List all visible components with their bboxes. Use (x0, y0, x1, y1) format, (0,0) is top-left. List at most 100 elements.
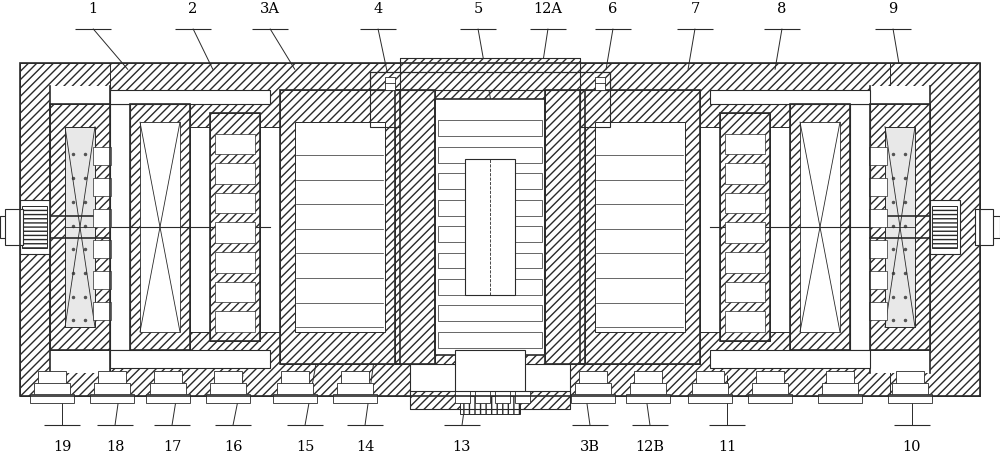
Bar (38, 371, 66, 384)
Bar (720, 114, 770, 341)
Bar (580, 91, 700, 364)
Bar (455, 350, 525, 396)
Bar (930, 200, 960, 255)
Bar (93, 210, 111, 228)
Text: 7: 7 (690, 2, 700, 16)
Bar (370, 73, 400, 127)
Bar (90, 394, 134, 403)
Text: 19: 19 (53, 439, 71, 453)
Bar (410, 391, 570, 410)
Text: 3B: 3B (580, 439, 600, 453)
Bar (341, 371, 369, 384)
Bar (885, 127, 915, 328)
Bar (932, 207, 957, 248)
Bar (65, 127, 95, 328)
Bar (725, 164, 765, 184)
Bar (93, 272, 111, 290)
Bar (154, 371, 182, 384)
Bar (752, 384, 788, 396)
Bar (710, 350, 870, 369)
Bar (110, 91, 270, 105)
Bar (818, 394, 862, 403)
Bar (98, 371, 126, 384)
Bar (465, 159, 515, 296)
Text: 18: 18 (106, 439, 124, 453)
Bar (20, 332, 980, 396)
Bar (978, 217, 993, 238)
Bar (400, 59, 580, 73)
Text: 4: 4 (373, 2, 383, 16)
Bar (826, 371, 854, 384)
Bar (725, 282, 765, 303)
Text: 17: 17 (163, 439, 181, 453)
Bar (545, 91, 585, 364)
Bar (410, 364, 570, 396)
Bar (281, 371, 309, 384)
Bar (215, 193, 255, 214)
Bar (870, 105, 930, 350)
Bar (0, 216, 20, 239)
Bar (575, 384, 611, 396)
Bar (870, 86, 930, 373)
Bar (896, 371, 924, 384)
Bar (273, 394, 317, 403)
Bar (595, 123, 685, 332)
Bar (215, 253, 255, 273)
Text: 12B: 12B (636, 439, 664, 453)
Bar (579, 371, 607, 384)
Bar (410, 391, 570, 410)
Bar (20, 200, 50, 255)
Bar (800, 123, 840, 332)
Bar (438, 147, 542, 163)
Text: 13: 13 (453, 439, 471, 453)
Bar (395, 91, 435, 364)
Bar (696, 371, 724, 384)
Bar (455, 391, 470, 403)
Text: 9: 9 (888, 2, 898, 16)
Bar (438, 253, 542, 269)
Bar (725, 312, 765, 332)
Bar (280, 91, 400, 364)
Text: 8: 8 (777, 2, 787, 16)
Bar (215, 312, 255, 332)
Bar (475, 391, 490, 403)
Bar (438, 227, 542, 243)
Bar (395, 91, 435, 364)
Bar (580, 91, 700, 364)
Bar (214, 371, 242, 384)
Bar (435, 100, 545, 355)
Bar (210, 114, 260, 341)
Bar (370, 73, 610, 91)
Bar (140, 123, 180, 332)
Bar (20, 64, 980, 127)
Bar (980, 216, 1000, 239)
Bar (438, 306, 542, 322)
Bar (869, 179, 887, 197)
Bar (210, 384, 246, 396)
Bar (110, 350, 270, 369)
Bar (50, 86, 110, 373)
Text: 3A: 3A (260, 2, 280, 16)
Bar (580, 73, 610, 127)
Bar (634, 371, 662, 384)
Bar (34, 384, 70, 396)
Bar (630, 384, 666, 396)
Bar (94, 384, 130, 396)
Bar (438, 200, 542, 216)
Bar (280, 91, 400, 364)
Text: 2: 2 (188, 2, 198, 16)
Bar (337, 384, 373, 396)
Bar (206, 394, 250, 403)
Bar (215, 134, 255, 155)
Bar (710, 91, 870, 105)
Text: 1: 1 (88, 2, 98, 16)
Bar (20, 64, 980, 396)
Bar (725, 223, 765, 243)
Bar (869, 303, 887, 321)
Text: 11: 11 (718, 439, 736, 453)
Bar (400, 59, 580, 73)
Bar (370, 73, 400, 127)
Text: 16: 16 (224, 439, 242, 453)
Bar (460, 396, 520, 414)
Bar (595, 77, 605, 91)
